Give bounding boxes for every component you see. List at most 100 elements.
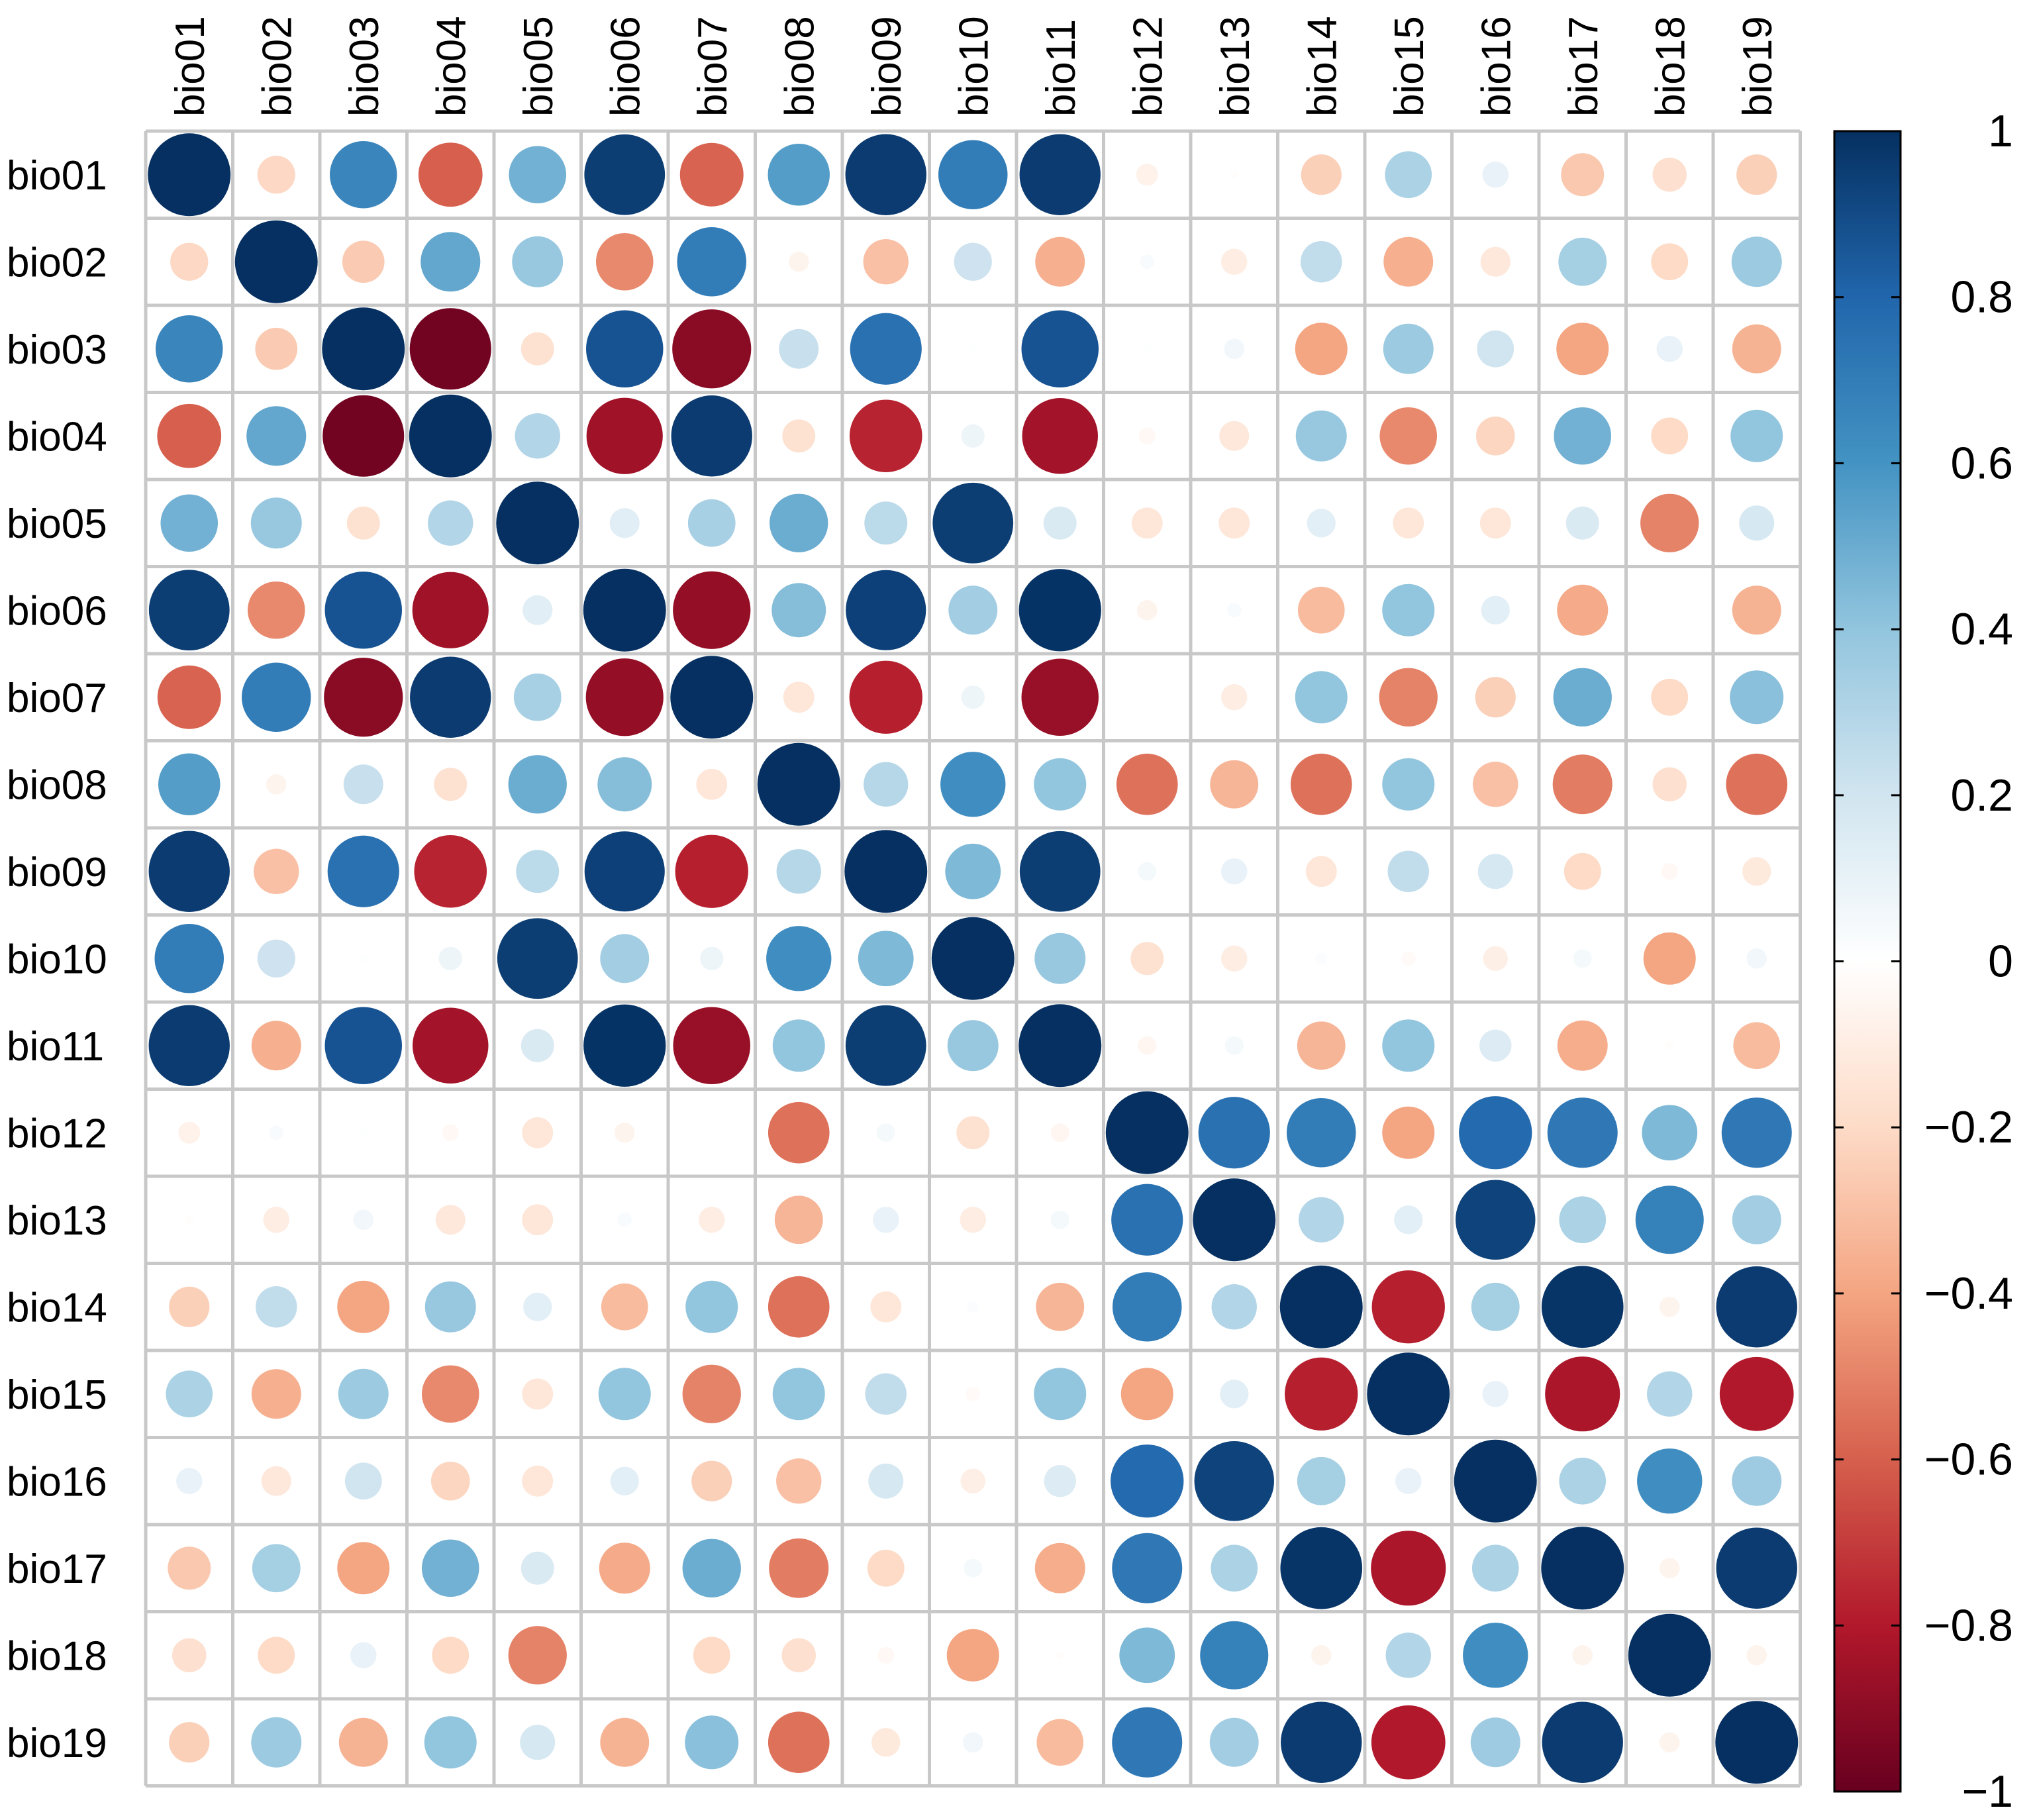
correlation-circle bbox=[421, 232, 481, 292]
correlation-circle bbox=[961, 685, 985, 709]
colorbar-gradient bbox=[1833, 130, 1902, 1793]
correlation-circle bbox=[1301, 154, 1342, 195]
colorbar-tick-label: 0 bbox=[1988, 936, 2013, 987]
correlation-circle bbox=[614, 1122, 635, 1143]
correlation-circle bbox=[1471, 1282, 1520, 1331]
correlation-circle bbox=[1479, 1029, 1512, 1062]
correlation-circle bbox=[337, 1280, 390, 1333]
correlation-circle bbox=[1479, 507, 1511, 539]
correlation-circle bbox=[1385, 151, 1432, 199]
correlation-circle bbox=[673, 1007, 751, 1085]
correlation-circle bbox=[1732, 585, 1781, 635]
correlation-circle bbox=[413, 1007, 489, 1084]
correlation-circle bbox=[617, 1212, 632, 1227]
correlation-circle bbox=[1394, 1205, 1423, 1235]
column-labels: bio01 bio02 bio03 bio04 bio05 bio06 bio07 bio08… bbox=[168, 16, 1781, 117]
correlation-circle bbox=[844, 830, 928, 913]
correlation-circle bbox=[1211, 1284, 1257, 1330]
correlation-circle bbox=[1395, 1468, 1422, 1494]
correlation-circle bbox=[772, 1368, 825, 1421]
correlation-circle bbox=[772, 1019, 825, 1072]
correlation-circle bbox=[768, 1711, 830, 1774]
correlation-circle bbox=[1470, 1717, 1520, 1768]
correlation-circle bbox=[158, 753, 221, 815]
correlation-circle bbox=[1299, 1197, 1344, 1242]
correlation-circle bbox=[966, 1386, 981, 1401]
correlation-circle bbox=[1221, 858, 1248, 885]
correlation-circle bbox=[766, 926, 832, 991]
correlation-circle bbox=[1475, 677, 1516, 718]
correlation-circle bbox=[418, 142, 483, 207]
row-label: bio14 bbox=[7, 1285, 107, 1331]
correlation-circle bbox=[512, 236, 564, 287]
correlation-circle bbox=[1034, 758, 1087, 811]
correlation-circle bbox=[1746, 948, 1767, 969]
correlation-circle bbox=[1730, 670, 1784, 725]
row-label: bio11 bbox=[7, 1024, 104, 1070]
correlation-circle bbox=[269, 1125, 284, 1140]
correlation-circle bbox=[522, 1204, 554, 1236]
correlation-circle bbox=[1383, 236, 1434, 287]
correlation-circle bbox=[522, 595, 553, 625]
correlation-circle bbox=[1112, 1707, 1183, 1778]
correlation-circle bbox=[1559, 1196, 1607, 1244]
correlation-circle bbox=[1034, 933, 1086, 984]
correlation-circle bbox=[1732, 324, 1781, 374]
correlation-circle bbox=[1557, 584, 1609, 636]
correlation-circle bbox=[148, 570, 230, 651]
correlation-circle bbox=[583, 1004, 666, 1087]
correlation-circle bbox=[1193, 1178, 1276, 1262]
column-label: bio10 bbox=[951, 16, 997, 117]
correlation-circle bbox=[521, 1551, 554, 1585]
correlation-circle bbox=[1541, 1266, 1624, 1348]
correlation-circle bbox=[781, 1638, 816, 1672]
row-label: bio07 bbox=[7, 676, 107, 721]
correlation-circle bbox=[1131, 507, 1163, 539]
correlation-circle bbox=[1730, 409, 1783, 462]
correlation-circle bbox=[1716, 1266, 1797, 1348]
correlation-circle bbox=[522, 1117, 554, 1148]
colorbar-tick-label: −0.6 bbox=[1924, 1435, 2013, 1485]
correlation-circle bbox=[1281, 1701, 1362, 1783]
correlation-circle bbox=[673, 571, 751, 649]
correlation-circle bbox=[1652, 158, 1687, 192]
correlation-circle bbox=[1200, 1621, 1269, 1690]
correlation-circle bbox=[257, 939, 295, 978]
row-label: bio12 bbox=[7, 1111, 107, 1156]
correlation-circle bbox=[1721, 1097, 1792, 1168]
correlation-circle bbox=[1379, 668, 1438, 727]
correlation-circle bbox=[779, 329, 819, 369]
correlation-circle bbox=[1659, 1558, 1680, 1579]
correlation-circle bbox=[1311, 1644, 1332, 1666]
correlation-circle bbox=[1226, 603, 1242, 618]
correlation-circle bbox=[412, 572, 489, 648]
correlation-circle bbox=[774, 1195, 823, 1244]
correlation-circle bbox=[496, 481, 579, 565]
column-label: bio07 bbox=[690, 16, 736, 117]
correlation-circle bbox=[956, 1116, 990, 1150]
correlation-circle bbox=[946, 1629, 999, 1682]
correlation-circle bbox=[251, 1021, 301, 1071]
correlation-circle bbox=[250, 497, 302, 549]
correlation-circle bbox=[1463, 1623, 1528, 1688]
row-label: bio04 bbox=[7, 414, 107, 460]
row-label: bio10 bbox=[7, 936, 107, 982]
correlation-circle bbox=[583, 568, 666, 652]
colorbar-tick-label: −0.4 bbox=[1924, 1268, 2013, 1319]
column-label: bio08 bbox=[777, 16, 822, 117]
correlation-circle bbox=[672, 309, 752, 389]
correlation-circle bbox=[1642, 1105, 1698, 1161]
colorbar-tick-label: −0.2 bbox=[1924, 1102, 2013, 1152]
correlation-circle bbox=[1297, 1021, 1346, 1070]
correlation-circle bbox=[962, 1732, 983, 1753]
correlation-circle bbox=[342, 240, 385, 283]
correlation-circle bbox=[1475, 416, 1515, 456]
correlation-circle bbox=[671, 395, 752, 477]
correlation-circle bbox=[873, 1207, 899, 1233]
correlation-circle bbox=[1034, 1542, 1085, 1593]
correlation-circle bbox=[1220, 1380, 1249, 1409]
colorbar-tick-label: −0.8 bbox=[1924, 1600, 2013, 1650]
correlation-circle bbox=[1383, 323, 1434, 374]
correlation-circle bbox=[598, 1368, 651, 1421]
correlation-circle bbox=[1301, 241, 1342, 283]
